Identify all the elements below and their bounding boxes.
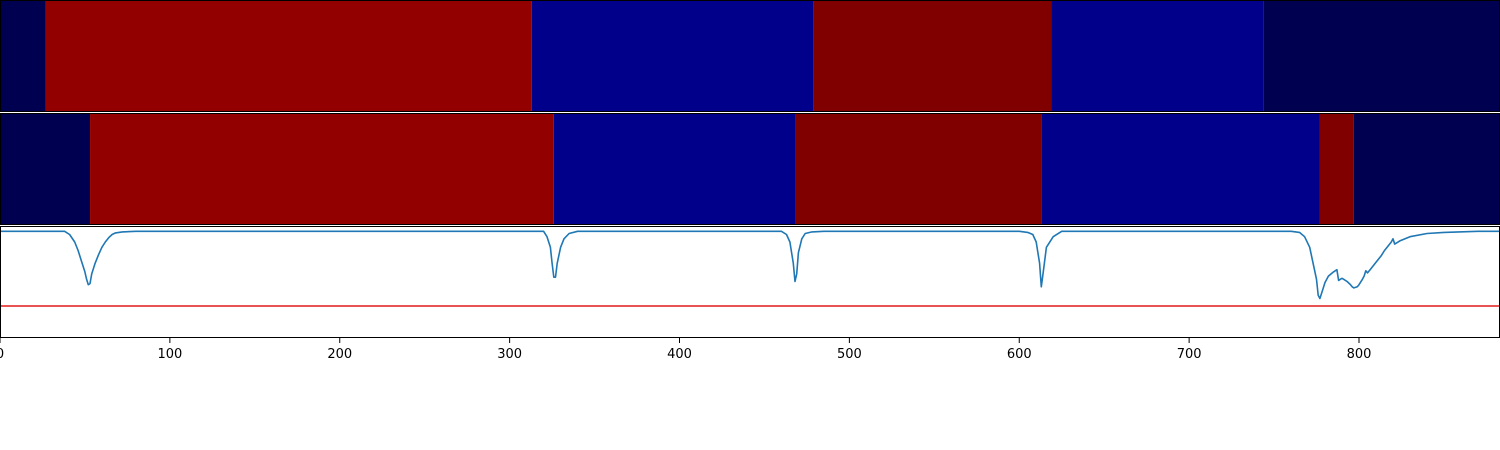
series-line-1 — [0, 230, 1500, 300]
x-axis: 0 100 200 300 400 500 600 700 800 — [0, 338, 1371, 362]
heatmap-segment-2-1 — [0, 113, 91, 225]
x-tick-label-300: 300 — [497, 347, 522, 362]
heatmap-segment-1-2 — [45, 0, 532, 112]
x-tick-label-600: 600 — [1007, 347, 1032, 362]
line-plot-background — [0, 226, 1500, 338]
x-tick-label-100: 100 — [157, 347, 182, 362]
heatmap-row-2 — [0, 113, 1500, 225]
x-tick-label-500: 500 — [837, 347, 862, 362]
x-tick-label-700: 700 — [1177, 347, 1202, 362]
heatmap-segment-2-6 — [1319, 113, 1354, 225]
x-tick-label-400: 400 — [667, 347, 692, 362]
heatmap-segment-2-4 — [795, 113, 1042, 225]
heatmap-segment-2-7 — [1353, 113, 1500, 225]
heatmap-segment-2-3 — [553, 113, 796, 225]
heatmap-segment-2-5 — [1041, 113, 1320, 225]
heatmap-segment-2-2 — [90, 113, 554, 225]
heatmap-segment-1-6 — [1263, 0, 1500, 112]
x-tick-label-200: 200 — [327, 347, 352, 362]
heatmap-segment-1-5 — [1051, 0, 1264, 112]
heatmap-segment-1-1 — [0, 0, 46, 112]
heatmap-segment-1-3 — [531, 0, 814, 112]
heatmap-row-1 — [0, 0, 1500, 112]
x-tick-label-800: 800 — [1347, 347, 1372, 362]
line-plot-panel — [0, 226, 1500, 338]
x-tick-label-0: 0 — [0, 347, 4, 362]
heatmap-segment-1-4 — [813, 0, 1052, 112]
